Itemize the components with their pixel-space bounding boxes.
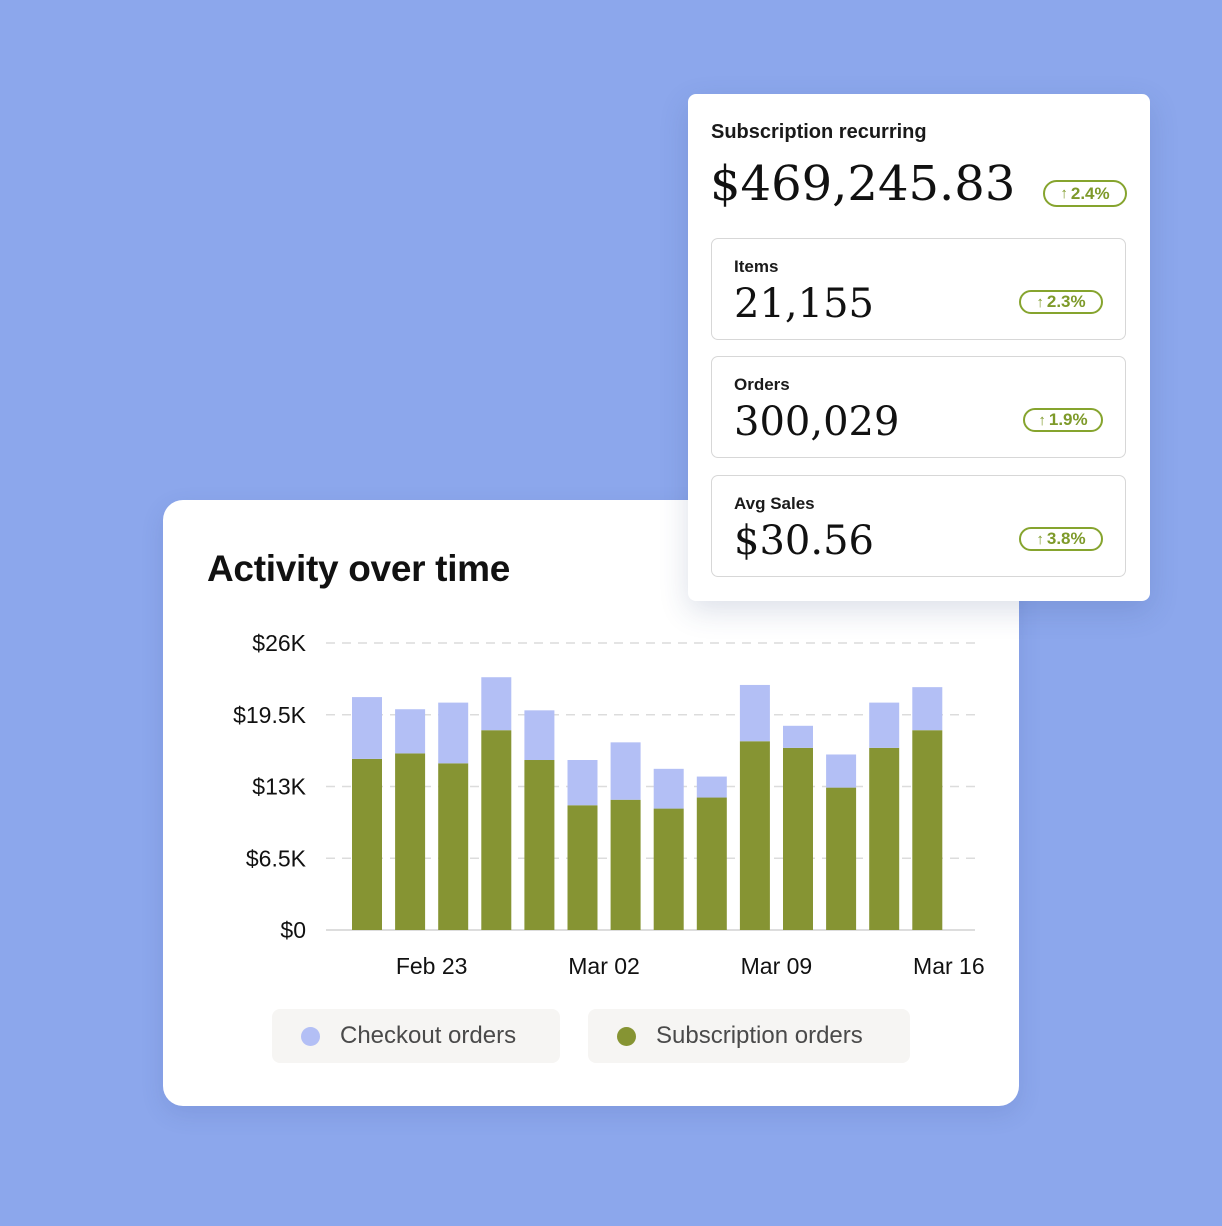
- activity-chart-card: Activity over time $0 $6.5K $13K $19.5K $26K…: [163, 500, 1019, 1106]
- subscription-stats-card: Subscription recurring $469,245.83 ↑ 2.4…: [688, 94, 1150, 601]
- subscription-dot-icon: [617, 1026, 636, 1046]
- change-value: 2.3%: [1046, 292, 1086, 311]
- y-tick-label: $19.5K: [233, 702, 307, 728]
- bar-checkout-orders: [352, 697, 382, 759]
- bar-checkout-orders: [912, 687, 943, 731]
- activity-bar-chart: $0 $6.5K $13K $19.5K $26K Feb 23 Mar 02 Mar 09 M…: [233, 630, 985, 979]
- bar-subscription-orders: [352, 758, 382, 930]
- checkout-dot-icon: [301, 1026, 320, 1046]
- metric-label: Items: [734, 257, 779, 276]
- bar-subscription-orders: [912, 730, 943, 930]
- change-badge-main: ↑ 2.4%: [1043, 180, 1127, 207]
- metric-orders: Orders 300,029 ↑ 1.9%: [711, 356, 1126, 458]
- bar-checkout-orders: [395, 709, 426, 754]
- metric-value: 21,155: [734, 281, 874, 327]
- metric-value: 300,029: [734, 399, 900, 445]
- bar-subscription-orders: [653, 808, 684, 930]
- bar-subscription-orders: [739, 741, 770, 930]
- change-value: 3.8%: [1046, 529, 1086, 548]
- change-badge: ↑ 1.9%: [1023, 408, 1103, 432]
- change-value: 2.4%: [1070, 183, 1110, 203]
- bar-checkout-orders: [610, 742, 641, 800]
- y-tick-label: $6.5K: [246, 845, 307, 871]
- legend-subscription-orders[interactable]: Subscription orders: [588, 1009, 910, 1063]
- bar-subscription-orders: [869, 747, 900, 930]
- bar-checkout-orders: [696, 776, 727, 798]
- bar-checkout-orders: [826, 754, 857, 788]
- change-badge: ↑ 2.3%: [1019, 290, 1103, 314]
- metric-avg-sales: Avg Sales $30.56 ↑ 3.8%: [711, 475, 1126, 577]
- bar-subscription-orders: [696, 797, 727, 930]
- metric-items: Items 21,155 ↑ 2.3%: [711, 238, 1126, 340]
- bar-checkout-orders: [567, 760, 598, 806]
- legend-label-checkout: Checkout orders: [340, 1022, 517, 1049]
- subscription-recurring-value: $469,245.83: [710, 156, 1016, 212]
- subscription-recurring-label: Subscription recurring: [711, 121, 927, 143]
- bar-subscription-orders: [783, 747, 813, 930]
- legend-checkout-orders[interactable]: Checkout orders: [272, 1009, 560, 1063]
- bar-subscription-orders: [438, 763, 469, 930]
- bar-checkout-orders: [524, 710, 555, 761]
- y-tick-label: $26K: [252, 630, 306, 656]
- metric-label: Orders: [734, 375, 790, 394]
- change-badge: ↑ 3.8%: [1019, 527, 1103, 551]
- arrow-up-icon: ↑: [1038, 411, 1046, 429]
- bar-checkout-orders: [653, 768, 684, 809]
- x-tick-label: Mar 16: [913, 953, 985, 979]
- legend-label-subscription: Subscription orders: [656, 1022, 863, 1049]
- bar-subscription-orders: [610, 799, 641, 930]
- arrow-up-icon: ↑: [1036, 293, 1044, 311]
- change-value: 1.9%: [1048, 410, 1088, 429]
- y-tick-label: $13K: [252, 774, 306, 800]
- bar-checkout-orders: [481, 677, 512, 731]
- bar-subscription-orders: [826, 787, 857, 930]
- metric-value: $30.56: [734, 518, 874, 564]
- bar-subscription-orders: [524, 760, 555, 930]
- bar-checkout-orders: [783, 725, 813, 748]
- bar-subscription-orders: [567, 805, 598, 930]
- x-tick-label: Mar 02: [568, 953, 640, 979]
- chart-title: Activity over time: [207, 548, 511, 589]
- bar-subscription-orders: [395, 753, 426, 930]
- bar-subscription-orders: [481, 730, 512, 930]
- arrow-up-icon: ↑: [1036, 530, 1044, 548]
- bar-checkout-orders: [739, 684, 770, 742]
- bar-checkout-orders: [438, 702, 469, 764]
- bar-checkout-orders: [869, 702, 900, 748]
- x-tick-label: Mar 09: [741, 953, 813, 979]
- y-tick-label: $0: [280, 917, 306, 943]
- x-tick-label: Feb 23: [396, 953, 468, 979]
- metric-label: Avg Sales: [734, 494, 815, 513]
- arrow-up-icon: ↑: [1060, 185, 1068, 202]
